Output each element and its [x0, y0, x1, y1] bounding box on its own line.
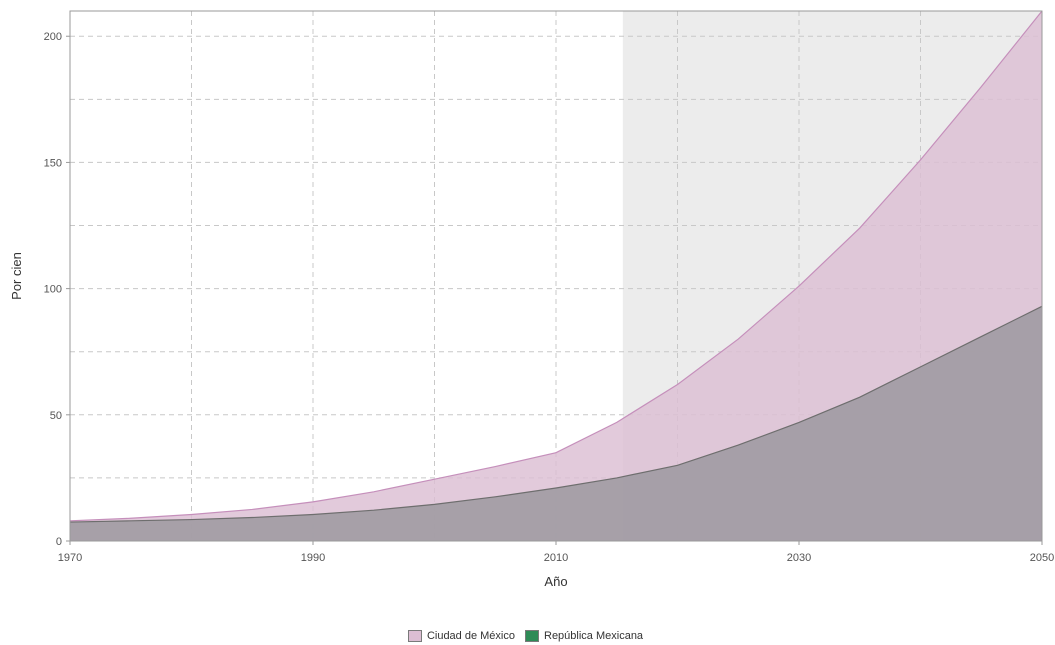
x-tick-label: 1990: [301, 552, 325, 564]
tick-label-layer: 1970 1990 2010 2030 2050 0 50 100 150 200: [44, 31, 1055, 564]
x-tick-label: 1970: [58, 552, 82, 564]
area-republica-mexicana-line: [69, 305, 1043, 523]
y-tick-label: 0: [56, 536, 62, 548]
legend-swatch-republica: [525, 630, 539, 642]
legend-swatch-cdmx: [407, 630, 422, 642]
chart-svg: 1970 1990 2010 2030 2050 0 50 100 150 200 Año Por…: [9, 10, 1055, 589]
x-axis-title: Año: [544, 574, 567, 589]
legend-label-cdmx: Ciudad de México: [426, 630, 515, 642]
area-republica-mexicana: [70, 306, 1042, 541]
area-ciudad-de-mexico: [70, 11, 1042, 541]
y-axis-title: Por cien: [9, 252, 24, 300]
x-tick-label: 2010: [544, 552, 568, 564]
legend-item-cdmx: Ciudad de México: [407, 630, 515, 642]
legend: Ciudad de México República Mexicana: [0, 630, 1055, 642]
legend-label-republica: República Mexicana: [544, 630, 644, 642]
x-tick-label: 2050: [1030, 552, 1054, 564]
y-tick-label: 150: [44, 157, 62, 169]
area-layer: [69, 10, 1043, 541]
legend-item-republica: República Mexicana: [525, 630, 643, 642]
y-tick-label: 100: [44, 284, 62, 296]
y-tick-label: 50: [50, 410, 62, 422]
x-tick-label: 2030: [787, 552, 811, 564]
y-tick-label: 200: [44, 31, 62, 43]
area-ciudad-de-mexico-line: [69, 10, 1043, 522]
